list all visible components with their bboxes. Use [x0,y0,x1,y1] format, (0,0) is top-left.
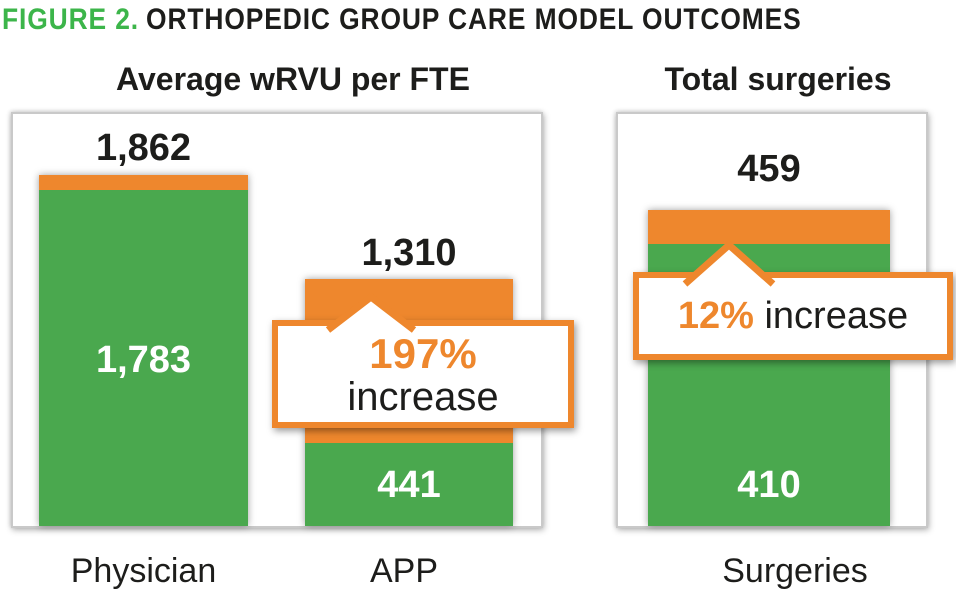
physician-total-value: 1,862 [95,127,192,169]
app-total-value: 1,310 [361,232,457,274]
bar-physician-increase-segment [39,175,248,190]
bar-physician-baseline-segment [39,189,248,526]
surgeries-increase-word: increase [764,295,909,337]
callout-notch-arrow-icon [325,292,417,333]
callout-app-increase: 197% increase [272,292,574,428]
callout-surgeries-increase: 12% increase [633,240,953,360]
category-label-physician: Physician [70,552,217,590]
category-label-surgeries: Surgeries [722,552,868,590]
figure-title: FIGURE 2. ORTHOPEDIC GROUP CARE MODEL OUT… [2,3,802,37]
surgeries-baseline-value: 410 [737,464,801,506]
surgeries-total-value: 459 [737,148,801,190]
surgeries-increase-text: 12% increase [678,297,908,335]
app-increase-percent: 197% [369,329,477,377]
bar-surgeries-increase-segment [648,209,890,244]
category-label-app: APP [369,552,439,590]
app-baseline-value: 441 [377,464,441,506]
callout-notch-arrow-icon [682,240,776,287]
app-increase-word: increase [347,375,499,420]
bar-physician [39,175,248,526]
figure-number-label: FIGURE 2. [2,3,140,36]
heading-total-surgeries: Total surgeries [664,61,892,97]
surgeries-increase-percent: 12% [677,295,754,337]
figure-title-text: ORTHOPEDIC GROUP CARE MODEL OUTCOMES [146,3,802,36]
bar-app-baseline-segment [305,442,513,526]
physician-baseline-value: 1,783 [95,339,192,381]
heading-average-wrvu: Average wRVU per FTE [116,61,470,97]
